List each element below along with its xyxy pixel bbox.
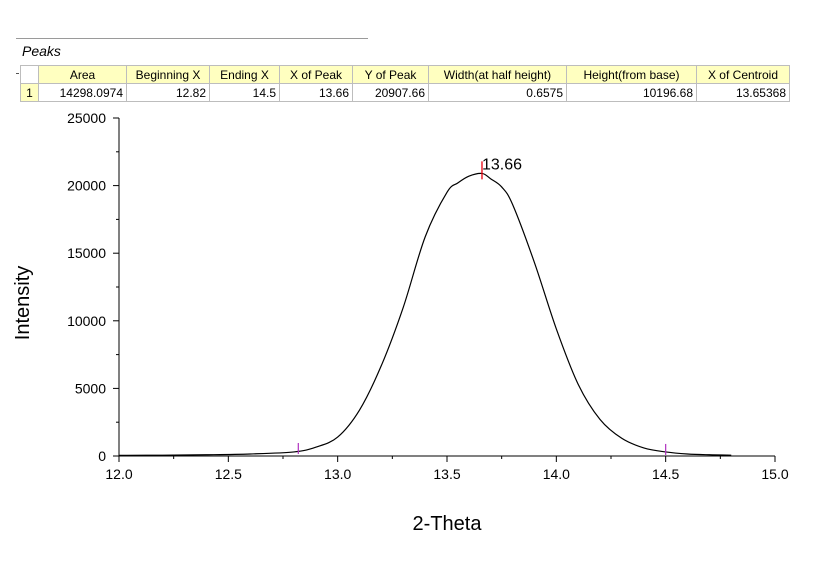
cell-x-of-centroid[interactable]: 13.65368 [696,83,790,102]
row-stub [16,73,19,74]
column-header-x-of-peak[interactable]: X of Peak [279,65,353,84]
peak-label: 13.66 [482,156,522,173]
cell-height-from-base[interactable]: 10196.68 [566,83,697,102]
column-header-height-from-base[interactable]: Height(from base) [566,65,697,84]
table-header-row: Area Beginning X Ending X X of Peak Y of… [20,65,790,84]
peaks-table: Area Beginning X Ending X X of Peak Y of… [20,65,790,102]
cell-y-of-peak[interactable]: 20907.66 [352,83,429,102]
x-tick-label: 14.5 [652,466,679,482]
y-tick-label: 15000 [67,245,106,261]
column-header-beginning-x[interactable]: Beginning X [126,65,210,84]
y-tick-label: 0 [98,448,106,464]
x-tick-label: 12.0 [105,466,132,482]
table-top-rule [16,38,368,39]
intensity-curve [118,172,732,456]
y-axis-label: Intensity [12,266,34,340]
column-header-x-of-centroid[interactable]: X of Centroid [696,65,790,84]
x-tick-label: 13.0 [324,466,351,482]
y-tick-label: 10000 [67,313,106,329]
table-title: Peaks [22,43,61,59]
x-axis-label: 2-Theta [413,513,483,535]
table-row: 1 14298.0974 12.82 14.5 13.66 20907.66 0… [20,83,790,102]
y-tick-label: 20000 [67,178,106,194]
y-tick-label: 5000 [75,380,106,396]
x-tick-label: 13.5 [433,466,460,482]
x-tick-label: 12.5 [215,466,242,482]
cell-beginning-x[interactable]: 12.82 [126,83,210,102]
column-header-area[interactable]: Area [38,65,127,84]
cell-area[interactable]: 14298.0974 [38,83,127,102]
chart-axes: 12.0 12.5 13.0 13.5 14.0 14.5 15.0 0 5000 10000 15… [67,110,789,482]
y-tick-label: 25000 [67,110,106,126]
cell-ending-x[interactable]: 14.5 [209,83,280,102]
x-tick-label: 14.0 [543,466,570,482]
column-header-y-of-peak[interactable]: Y of Peak [352,65,429,84]
column-header-ending-x[interactable]: Ending X [209,65,280,84]
chart-markers: 13.66 [297,156,667,455]
cell-x-of-peak[interactable]: 13.66 [279,83,353,102]
cell-width-half-height[interactable]: 0.6575 [428,83,567,102]
x-tick-label: 15.0 [761,466,788,482]
